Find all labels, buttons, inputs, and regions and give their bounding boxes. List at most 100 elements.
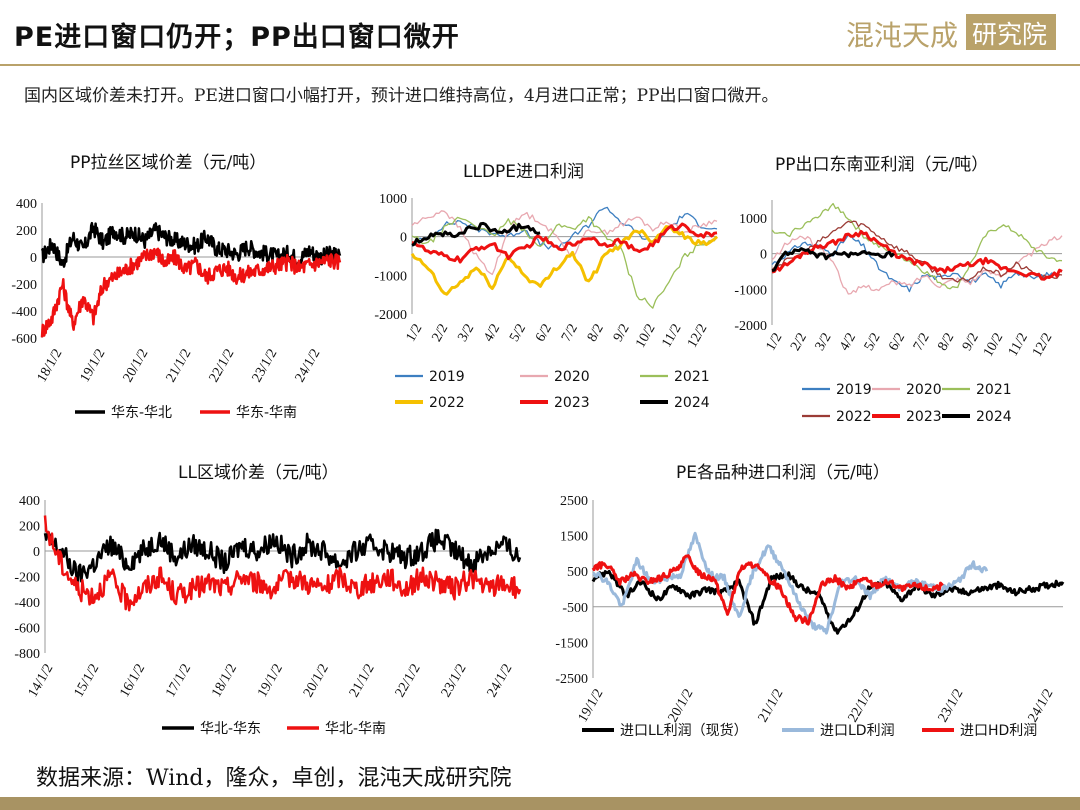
y-tick-label: 500 — [567, 565, 588, 580]
x-tick-label: 18/1/2 — [209, 662, 240, 700]
x-tick-label: 24/1/2 — [485, 662, 516, 700]
x-tick-label: 10/2 — [981, 331, 1006, 360]
y-tick-label: 0 — [400, 231, 407, 246]
x-tick-label: 7/2 — [911, 331, 933, 354]
legend-label: 进口LL利润（现货） — [620, 722, 748, 739]
y-tick-label: -200 — [14, 571, 40, 586]
x-tick-label: 11/2 — [659, 322, 684, 351]
y-tick-label: -600 — [14, 622, 40, 637]
y-tick-label: 200 — [16, 224, 37, 239]
x-tick-label: 18/1/2 — [35, 347, 66, 385]
y-tick-label: -800 — [14, 647, 40, 662]
page-header: PE进口窗口仍开；PP出口窗口微开 混沌天成 研究院 — [0, 0, 1080, 64]
header-divider — [0, 64, 1080, 66]
x-tick-label: 21/1/2 — [347, 662, 378, 700]
x-tick-label: 23/1/2 — [439, 662, 470, 700]
x-tick-label: 8/2 — [935, 331, 957, 354]
y-tick-label: 1000 — [739, 212, 767, 227]
chart-title-lldpe-import-profit: LLDPE进口利润 — [463, 162, 585, 182]
legend-label: 2023 — [554, 395, 590, 411]
legend-label: 2019 — [836, 382, 872, 398]
y-tick-label: -200 — [11, 278, 37, 293]
chart-title-pe-import-profit: PE各品种进口利润（元/吨） — [676, 463, 890, 483]
x-tick-label: 12/2 — [1030, 331, 1055, 360]
x-tick-label: 2/2 — [788, 331, 810, 354]
y-tick-label: -400 — [14, 596, 40, 611]
x-tick-label: 24/1/2 — [293, 347, 324, 385]
series-line-1 — [591, 569, 1065, 635]
series-line-1 — [43, 528, 522, 587]
x-tick-label: 7/2 — [559, 322, 581, 345]
x-tick-label: 9/2 — [960, 331, 982, 354]
x-tick-label: 4/2 — [481, 322, 503, 345]
y-tick-label: -2500 — [555, 672, 588, 687]
y-tick-label: 2500 — [560, 494, 588, 509]
legend-label: 2023 — [906, 409, 942, 425]
x-tick-label: 20/1/2 — [121, 347, 152, 385]
x-tick-label: 5/2 — [862, 331, 884, 354]
x-tick-label: 22/1/2 — [207, 347, 238, 385]
y-tick-label: 1500 — [560, 530, 588, 545]
x-tick-label: 3/2 — [813, 331, 835, 354]
series-line-3 — [771, 202, 1063, 290]
legend-label: 华北-华南 — [325, 721, 386, 737]
x-tick-label: 16/1/2 — [117, 662, 148, 700]
y-tick-label: -2000 — [374, 308, 407, 323]
series-line-6 — [411, 221, 541, 247]
y-tick-label: -400 — [11, 305, 37, 320]
x-tick-label: 14/1/2 — [26, 662, 57, 700]
series-line-5 — [411, 222, 718, 264]
y-tick-label: 0 — [33, 545, 40, 560]
x-tick-label: 4/2 — [837, 331, 859, 354]
legend-label: 华东-华北 — [111, 405, 172, 421]
data-source-note: 数据来源：Wind，隆众，卓创，混沌天成研究院 — [36, 766, 512, 791]
brand-logo: 混沌天成 研究院 — [846, 14, 1056, 52]
y-tick-label: 200 — [19, 520, 40, 535]
logo-text-right: 研究院 — [972, 20, 1047, 49]
x-tick-label: 19/1/2 — [576, 687, 607, 725]
y-tick-label: -1000 — [734, 283, 767, 298]
x-tick-label: 9/2 — [611, 322, 633, 345]
chart-title-ll-spread: LL区域价差（元/吨） — [178, 463, 339, 483]
legend-label: 进口LD利润 — [820, 723, 895, 739]
x-tick-label: 21/1/2 — [756, 687, 787, 725]
y-tick-label: -1500 — [555, 636, 588, 651]
legend-label: 华北-华东 — [200, 721, 261, 737]
x-tick-label: 23/1/2 — [936, 687, 967, 725]
x-tick-label: 1/2 — [404, 322, 426, 345]
x-tick-label: 22/1/2 — [393, 662, 424, 700]
chart-title-pp-spread: PP拉丝区域价差（元/吨） — [70, 153, 267, 173]
legend-label: 2021 — [674, 369, 710, 385]
series-line-2 — [40, 247, 342, 338]
series-line-1 — [771, 234, 1063, 293]
legend-label: 华东-华南 — [236, 405, 297, 421]
y-tick-label: -1000 — [374, 269, 407, 284]
x-tick-label: 2/2 — [429, 322, 451, 345]
x-tick-label: 10/2 — [633, 322, 658, 351]
x-tick-label: 8/2 — [585, 322, 607, 345]
chart-title-pp-export-sea: PP出口东南亚利润（元/吨） — [775, 155, 989, 175]
legend-label: 2022 — [429, 395, 465, 411]
x-tick-label: 12/2 — [685, 322, 710, 351]
y-tick-label: 1000 — [379, 192, 407, 207]
logo-badge-box — [966, 14, 1056, 50]
series-line-3 — [411, 216, 718, 309]
series-line-6 — [771, 247, 895, 273]
legend-label: 2024 — [674, 395, 710, 411]
x-tick-label: 22/1/2 — [846, 687, 877, 725]
x-tick-label: 17/1/2 — [163, 662, 194, 700]
x-tick-label: 20/1/2 — [301, 662, 332, 700]
y-tick-label: -2000 — [734, 319, 767, 334]
y-tick-label: 400 — [16, 197, 37, 212]
legend-label: 2022 — [836, 409, 872, 425]
x-tick-label: 6/2 — [533, 322, 555, 345]
series-line-3 — [591, 554, 944, 626]
x-tick-label: 5/2 — [507, 322, 529, 345]
x-tick-label: 23/1/2 — [250, 347, 281, 385]
legend-label: 2019 — [429, 369, 465, 385]
